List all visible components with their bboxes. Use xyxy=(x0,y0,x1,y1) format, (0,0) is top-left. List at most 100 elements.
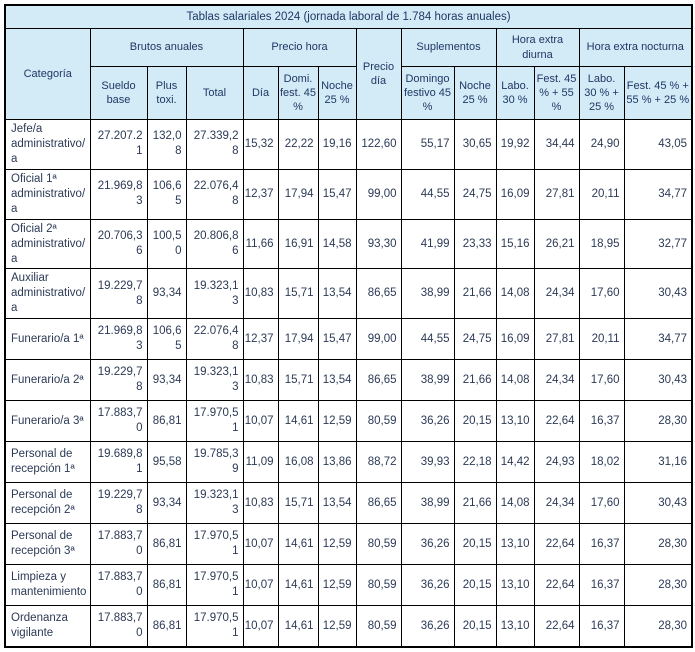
category-cell: Personal de recepción 1ª xyxy=(4,441,91,484)
value-cell: 24,75 xyxy=(453,168,497,220)
value-cell: 55,17 xyxy=(400,119,455,170)
value-cell: 24,34 xyxy=(533,482,580,525)
value-cell: 13,10 xyxy=(495,564,535,607)
value-cell: 19.323,13 xyxy=(185,482,244,525)
value-cell: 28,30 xyxy=(623,523,693,566)
value-cell: 80,59 xyxy=(355,400,402,443)
value-cell: 19.785,39 xyxy=(185,441,244,484)
value-cell: 13,54 xyxy=(317,268,357,320)
value-cell: 22.076,48 xyxy=(185,168,244,220)
value-cell: 15,47 xyxy=(317,168,357,220)
value-cell: 16,37 xyxy=(578,523,625,566)
value-cell: 30,43 xyxy=(623,268,693,320)
value-cell: 20,15 xyxy=(453,605,497,648)
sub-header-row: Sueldo base Plus toxi. Total Día Domi. f… xyxy=(5,66,693,120)
value-cell: 19.689,81 xyxy=(89,441,148,484)
value-cell: 100,50 xyxy=(146,218,187,270)
title-row: Tablas salariales 2024 (jornada laboral … xyxy=(4,4,693,29)
header-labo-30: Labo. 30 % xyxy=(495,66,535,120)
value-cell: 13,10 xyxy=(495,400,535,443)
value-cell: 15,32 xyxy=(242,119,279,170)
value-cell: 36,26 xyxy=(400,523,455,566)
value-cell: 10,83 xyxy=(242,359,279,402)
value-cell: 27.207.21 xyxy=(89,119,148,170)
category-cell: Oficial 2ª administrativo/a xyxy=(4,218,91,270)
value-cell: 86,81 xyxy=(146,400,187,443)
group-header-row: Categoría Brutos anuales Precio hora Pre… xyxy=(4,28,693,120)
value-cell: 14,08 xyxy=(495,359,535,402)
header-total: Total xyxy=(185,66,244,120)
value-cell: 16,91 xyxy=(277,218,319,270)
table-row: Jefe/a administrativo/a 27.207.21 132,08 27… xyxy=(4,119,693,170)
table-row: Funerario/a 1ª 21.969,83 106,65 22.076,48 12… xyxy=(4,318,693,361)
value-cell: 17.883,70 xyxy=(89,523,148,566)
value-cell: 19,16 xyxy=(317,119,357,170)
value-cell: 95,58 xyxy=(146,441,187,484)
value-cell: 20.806,86 xyxy=(185,218,244,270)
value-cell: 15,71 xyxy=(277,482,319,525)
value-cell: 34,77 xyxy=(623,168,693,220)
value-cell: 19,92 xyxy=(495,119,535,170)
table-header: Tablas salariales 2024 (jornada laboral … xyxy=(4,4,693,120)
value-cell: 30,43 xyxy=(623,359,693,402)
table-row: Oficial 1ª administrativo/a 21.969,83 106,… xyxy=(4,168,693,220)
value-cell: 10,83 xyxy=(242,268,279,320)
table-body: Jefe/a administrativo/a 27.207.21 132,08 27… xyxy=(4,119,693,648)
value-cell: 10,07 xyxy=(242,523,279,566)
header-hora-extra-nocturna: Hora extra nocturna xyxy=(578,28,693,67)
header-fest-45-55: Fest. 45 % + 55 % xyxy=(533,66,580,120)
value-cell: 14,42 xyxy=(495,441,535,484)
value-cell: 24,93 xyxy=(533,441,580,484)
value-cell: 12,37 xyxy=(242,168,279,220)
value-cell: 24,34 xyxy=(533,359,580,402)
table-row: Oficial 2ª administrativo/a 20.706,36 100,… xyxy=(4,218,693,270)
category-cell: Personal de recepción 3ª xyxy=(4,523,91,566)
value-cell: 11,66 xyxy=(242,218,279,270)
value-cell: 99,00 xyxy=(355,318,402,361)
table-title: Tablas salariales 2024 (jornada laboral … xyxy=(4,4,693,29)
value-cell: 36,26 xyxy=(400,400,455,443)
value-cell: 17.970,51 xyxy=(185,564,244,607)
value-cell: 16,09 xyxy=(495,318,535,361)
category-cell: Limpieza y mantenimiento xyxy=(4,564,91,607)
header-noche-25-hora: Noche 25 % xyxy=(317,66,357,120)
value-cell: 80,59 xyxy=(355,523,402,566)
value-cell: 22.076,48 xyxy=(185,318,244,361)
value-cell: 14,08 xyxy=(495,482,535,525)
value-cell: 15,71 xyxy=(277,268,319,320)
value-cell: 14,61 xyxy=(277,605,319,648)
value-cell: 36,26 xyxy=(400,564,455,607)
value-cell: 28,30 xyxy=(623,564,693,607)
value-cell: 13,86 xyxy=(317,441,357,484)
value-cell: 10,07 xyxy=(242,400,279,443)
value-cell: 21.969,83 xyxy=(89,318,148,361)
value-cell: 39,93 xyxy=(400,441,455,484)
value-cell: 21,66 xyxy=(453,268,497,320)
value-cell: 44,55 xyxy=(400,168,455,220)
value-cell: 24,90 xyxy=(578,119,625,170)
value-cell: 13,10 xyxy=(495,523,535,566)
value-cell: 26,21 xyxy=(533,218,580,270)
table-row: Ordenanza vigilante 17.883,70 86,81 17.970,… xyxy=(4,605,693,648)
value-cell: 17.970,51 xyxy=(185,605,244,648)
value-cell: 106,65 xyxy=(146,318,187,361)
value-cell: 17.970,51 xyxy=(185,523,244,566)
value-cell: 20,15 xyxy=(453,523,497,566)
value-cell: 14,61 xyxy=(277,400,319,443)
category-cell: Jefe/a administrativo/a xyxy=(4,119,91,170)
header-sueldo-base: Sueldo base xyxy=(89,66,148,120)
header-domingo-festivo-45: Domingo festivo 45 % xyxy=(400,66,455,120)
value-cell: 12,59 xyxy=(317,400,357,443)
value-cell: 15,16 xyxy=(495,218,535,270)
value-cell: 99,00 xyxy=(355,168,402,220)
value-cell: 34,77 xyxy=(623,318,693,361)
value-cell: 20.706,36 xyxy=(89,218,148,270)
value-cell: 38,99 xyxy=(400,359,455,402)
value-cell: 21,66 xyxy=(453,482,497,525)
value-cell: 15,71 xyxy=(277,359,319,402)
table-row: Limpieza y mantenimiento 17.883,70 86,81 17… xyxy=(4,564,693,607)
value-cell: 17.883,70 xyxy=(89,400,148,443)
header-dia: Día xyxy=(242,66,279,120)
header-precio-hora: Precio hora xyxy=(242,28,357,67)
header-hora-extra-diurna: Hora extra diurna xyxy=(495,28,580,67)
